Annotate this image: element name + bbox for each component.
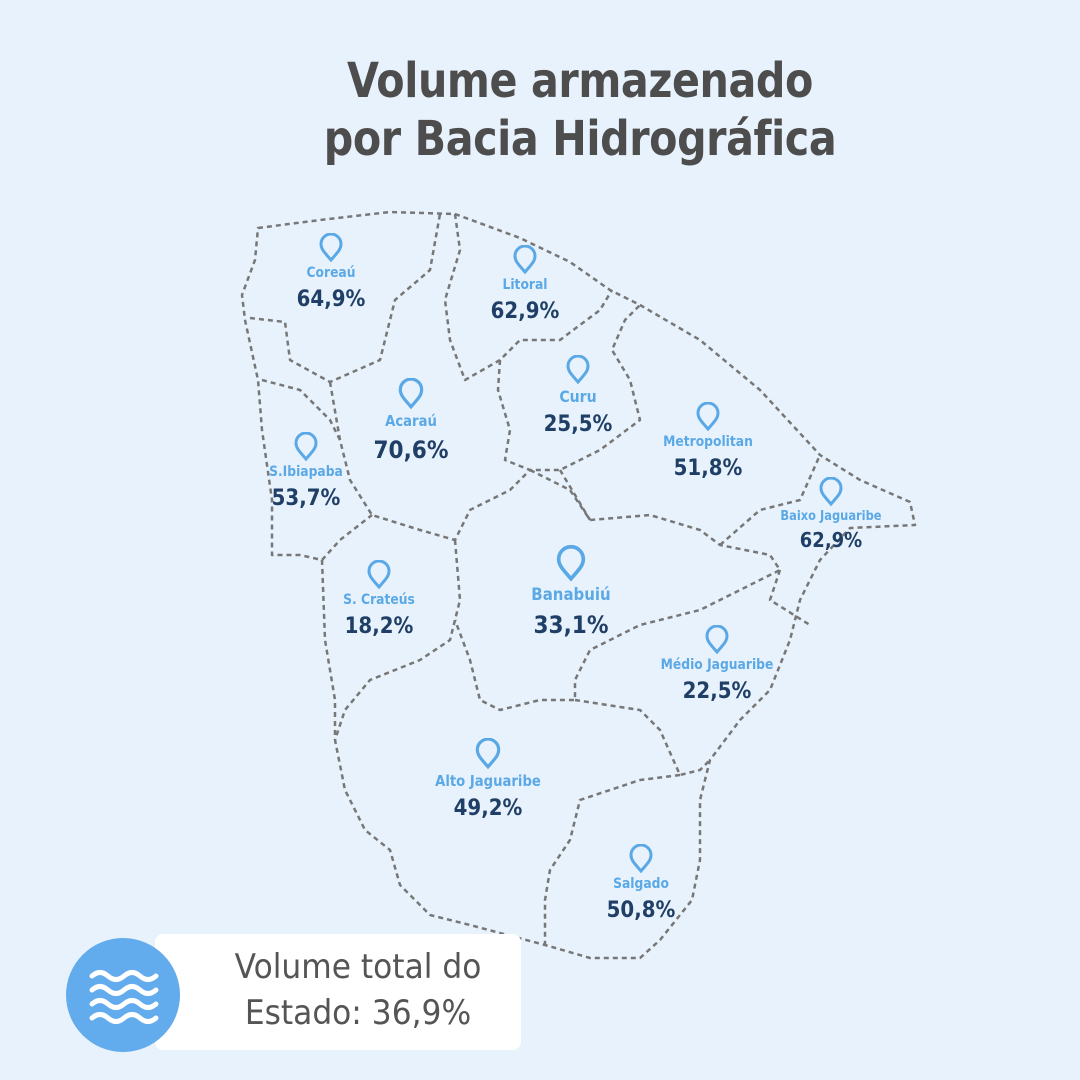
region-label: Médio Jaguaribe [660,657,774,673]
map-pin-icon [513,245,537,275]
region-value: 53,7% [271,486,341,511]
region-label: Curu [559,387,597,406]
region-label: Banabuiú [531,585,611,605]
region-value: 22,5% [682,679,752,704]
region-s-ibiapaba[interactable]: S.Ibiapaba 53,7% [206,432,406,511]
page-title: Volume armazenado por Bacia Hidrográfica [323,53,837,167]
map-pin-icon [398,378,424,410]
border-curu [496,304,642,472]
region-s-crateus[interactable]: S. Crateús 18,2% [279,560,479,639]
region-label: Alto Jaguaribe [435,772,541,790]
region-label: S.Ibiapaba [269,464,343,480]
region-value: 49,2% [453,796,523,821]
region-acarau[interactable]: Acaraú 70,6% [311,378,511,464]
state-outline [240,210,917,960]
region-label: Coreaú [306,265,356,281]
border-litoral [443,213,614,382]
region-value: 25,5% [543,412,613,437]
border-metro [558,454,822,546]
map-pin-icon [319,233,343,263]
map-pin-icon [819,477,843,507]
region-value: 33,1% [533,611,609,639]
region-label: Metropolitan [663,434,753,450]
region-coreau[interactable]: Coreaú 64,9% [231,233,431,312]
border-salgado [543,773,681,945]
border-ibiapaba [261,378,342,441]
border-medio [574,569,811,777]
map-pin-icon [475,738,501,770]
region-value: 18,2% [344,614,414,639]
map-pin-icon [705,625,729,655]
region-medio-jaguaribe[interactable]: Médio Jaguaribe 22,5% [617,625,817,704]
map-pin-icon [566,355,590,385]
state-total-card: Volume total do Estado: 36,9% [155,934,521,1050]
region-label: Baixo Jaguaribe [780,509,882,524]
region-label: Salgado [613,876,669,892]
region-curu[interactable]: Curu 25,5% [478,355,678,437]
region-litoral[interactable]: Litoral 62,9% [425,245,625,324]
region-value: 62,9% [799,528,863,552]
map-pin-icon [629,844,653,874]
region-value: 50,8% [606,898,676,923]
region-label: Acaraú [385,412,437,430]
region-label: Litoral [502,277,548,293]
map-pin-icon [696,402,720,432]
region-value: 70,6% [373,436,449,464]
region-label: S. Crateús [343,592,415,608]
region-value: 64,9% [296,287,366,312]
map-pin-icon [556,545,586,582]
border-crateus [321,514,462,741]
map-pin-icon [367,560,391,590]
total-line-2: Estado: 36,9% [244,993,472,1033]
region-salgado[interactable]: Salgado 50,8% [541,844,741,923]
region-metropolitan[interactable]: Metropolitan 51,8% [608,402,808,481]
region-value: 51,8% [673,456,743,481]
border-coreau [249,213,442,384]
region-baixo-jaguaribe[interactable]: Baixo Jaguaribe 62,9% [731,477,931,552]
map-pin-icon [294,432,318,462]
region-banabuiu[interactable]: Banabuiú 33,1% [471,545,671,639]
region-value: 62,9% [490,299,560,324]
border-acarau [328,381,531,542]
region-alto-jaguaribe[interactable]: Alto Jaguaribe 49,2% [388,738,588,821]
water-waves-icon [66,938,180,1052]
total-line-1: Volume total do [234,947,482,987]
border-banabuiu [453,468,782,712]
